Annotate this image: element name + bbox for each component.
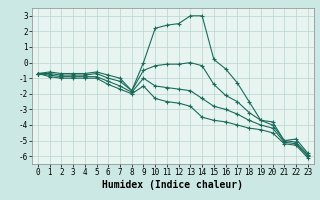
X-axis label: Humidex (Indice chaleur): Humidex (Indice chaleur) <box>102 180 243 190</box>
